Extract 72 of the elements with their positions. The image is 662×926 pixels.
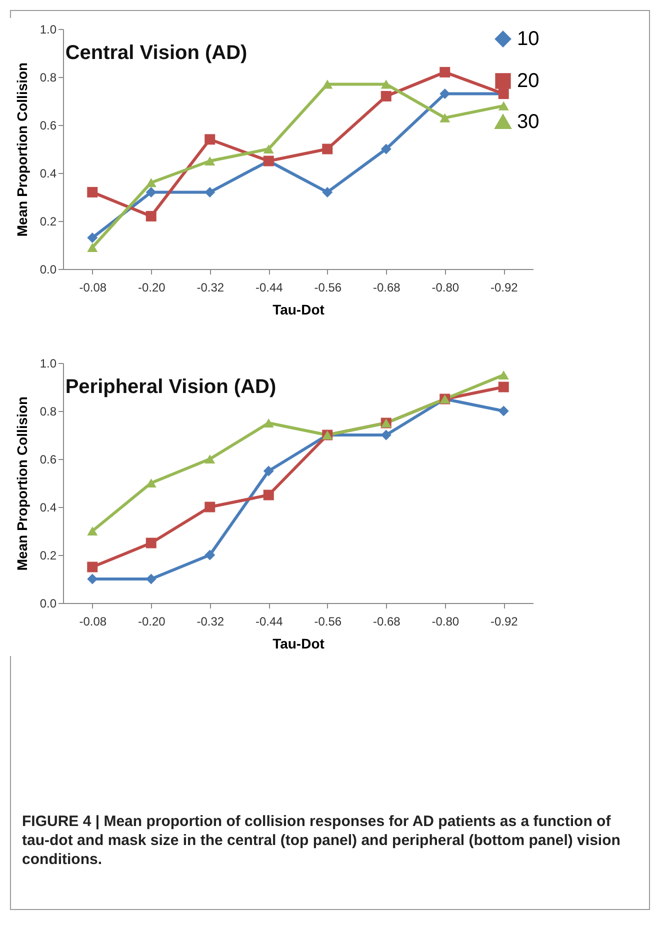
y-tick-label: 0.8	[40, 404, 57, 418]
y-tick-label: 0.6	[40, 118, 57, 132]
y-tick-label: 0.6	[40, 452, 57, 466]
point	[204, 550, 216, 560]
x-tick-label: -0.92	[490, 280, 518, 294]
point	[204, 186, 216, 198]
point	[146, 210, 156, 222]
y-tick-label: 0.2	[40, 548, 57, 562]
x-tick-label: -0.32	[196, 280, 224, 294]
point	[498, 370, 509, 380]
x-tick-label: -0.44	[255, 614, 284, 628]
point	[87, 526, 98, 536]
point	[87, 242, 98, 252]
point	[322, 80, 333, 89]
x-tick-label: -0.20	[138, 280, 166, 294]
y-tick-label: 0.4	[40, 500, 57, 514]
point	[380, 144, 392, 154]
x-tick-label: -0.08	[79, 614, 107, 628]
legend-label: 20	[517, 70, 540, 92]
point	[440, 88, 450, 100]
y-tick-label: 0.8	[40, 70, 57, 84]
point	[87, 574, 98, 584]
point	[204, 454, 216, 464]
point	[146, 574, 156, 584]
x-axis-title: Tau-Dot	[272, 636, 325, 652]
x-tick-label: -0.68	[372, 280, 401, 294]
point	[87, 186, 98, 198]
caption: FIGURE 4 | Mean proportion of collision responses for AD patients as a function of tau-dot and mask size in the central (top panel) and peripheral (bottom panel) vision conditions.	[22, 812, 622, 869]
legend-label: 10	[517, 28, 540, 50]
x-tick-label: -0.44	[255, 280, 284, 294]
text: Central Vision (AD)	[65, 42, 248, 64]
x-axis-title: Tau-Dot	[272, 302, 325, 318]
point	[204, 134, 216, 145]
y-tick-label: 0.4	[40, 166, 57, 180]
point	[263, 490, 274, 500]
y-axis-title: Mean Proportion Collision	[14, 62, 30, 237]
point	[204, 502, 216, 512]
y-tick-label: 0.0	[40, 262, 57, 276]
y-tick-label: 1.0	[40, 356, 57, 370]
y-tick-label: 0.0	[40, 596, 57, 610]
point	[263, 144, 274, 154]
x-tick-label: -0.32	[196, 614, 224, 628]
point	[263, 466, 274, 476]
point	[498, 101, 509, 110]
point	[498, 406, 509, 416]
x-tick-label: -0.80	[432, 614, 460, 628]
point	[146, 186, 156, 198]
legend-label: 30	[517, 111, 540, 133]
point	[263, 418, 274, 428]
point	[440, 66, 450, 78]
x-tick-label: -0.08	[79, 280, 107, 294]
point	[380, 90, 392, 102]
point	[87, 232, 98, 244]
point	[87, 562, 98, 572]
point	[146, 178, 156, 188]
x-tick-label: -0.56	[314, 614, 342, 628]
point	[380, 80, 392, 89]
x-tick-label: -0.20	[138, 614, 166, 628]
point	[322, 186, 333, 198]
point	[322, 144, 333, 154]
point	[498, 382, 509, 392]
point	[440, 113, 450, 122]
x-tick-label: -0.80	[432, 280, 460, 294]
y-axis-title: Mean Proportion Collision	[14, 396, 30, 571]
x-tick-label: -0.92	[490, 614, 518, 628]
x-tick-label: -0.56	[314, 280, 342, 294]
text: Peripheral Vision (AD)	[65, 376, 276, 398]
point	[204, 156, 216, 166]
y-tick-label: 1.0	[40, 22, 57, 36]
y-tick-label: 0.2	[40, 214, 57, 228]
point	[146, 538, 156, 548]
x-tick-label: -0.68	[372, 614, 401, 628]
